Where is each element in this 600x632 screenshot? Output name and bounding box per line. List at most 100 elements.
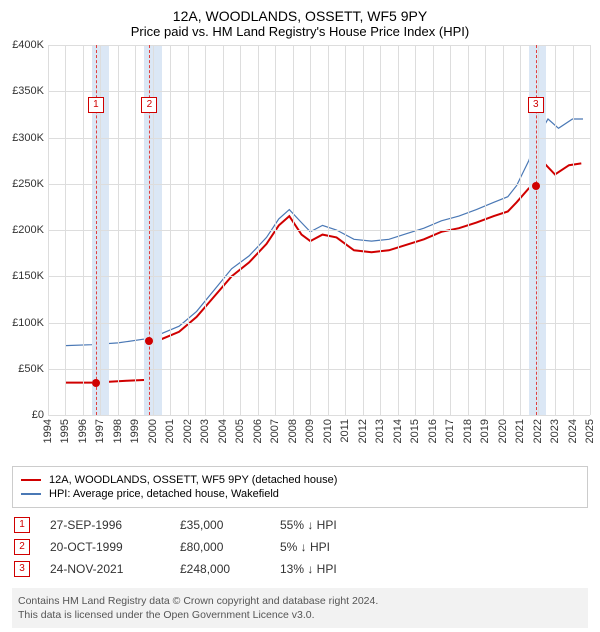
x-tick-label: 1994 <box>42 419 54 443</box>
legend-swatch <box>21 479 41 481</box>
marker-box: 1 <box>88 97 104 113</box>
h-gridline <box>48 369 590 370</box>
x-tick-label: 2006 <box>252 419 264 443</box>
legend-swatch <box>21 493 41 495</box>
v-gridline <box>520 45 521 415</box>
v-gridline <box>573 45 574 415</box>
v-gridline <box>450 45 451 415</box>
x-tick-label: 2008 <box>287 419 299 443</box>
event-marker-box: 2 <box>14 539 30 555</box>
event-price: £80,000 <box>180 540 260 554</box>
events-table: 127-SEP-1996£35,00055% ↓ HPI220-OCT-1999… <box>12 514 588 580</box>
v-gridline <box>380 45 381 415</box>
event-delta: 55% ↓ HPI <box>280 518 390 532</box>
v-gridline <box>398 45 399 415</box>
y-tick-label: £0 <box>2 409 44 421</box>
v-gridline <box>433 45 434 415</box>
x-tick-label: 2020 <box>497 419 509 443</box>
subtitle: Price paid vs. HM Land Registry's House … <box>0 24 600 45</box>
legend-label: HPI: Average price, detached house, Wake… <box>49 488 279 500</box>
v-gridline <box>83 45 84 415</box>
x-tick-label: 2023 <box>549 419 561 443</box>
x-tick-label: 1996 <box>77 419 89 443</box>
v-gridline <box>48 45 49 415</box>
v-gridline <box>205 45 206 415</box>
x-tick-label: 2013 <box>374 419 386 443</box>
x-tick-label: 2003 <box>199 419 211 443</box>
footer-line-2: This data is licensed under the Open Gov… <box>18 608 582 622</box>
v-gridline <box>468 45 469 415</box>
x-tick-label: 2017 <box>444 419 456 443</box>
v-gridline <box>293 45 294 415</box>
series-line <box>66 119 584 346</box>
y-tick-label: £200K <box>2 224 44 236</box>
event-date: 20-OCT-1999 <box>50 540 160 554</box>
event-delta: 5% ↓ HPI <box>280 540 390 554</box>
x-tick-label: 2014 <box>392 419 404 443</box>
h-gridline <box>48 276 590 277</box>
legend-row: HPI: Average price, detached house, Wake… <box>19 487 581 501</box>
v-gridline <box>65 45 66 415</box>
series-line <box>66 163 582 382</box>
x-tick-label: 2025 <box>584 419 596 443</box>
v-gridline <box>328 45 329 415</box>
x-tick-label: 2024 <box>567 419 579 443</box>
event-date: 24-NOV-2021 <box>50 562 160 576</box>
v-gridline <box>590 45 591 415</box>
h-gridline <box>48 230 590 231</box>
x-tick-label: 2009 <box>304 419 316 443</box>
h-gridline <box>48 184 590 185</box>
y-tick-label: £150K <box>2 270 44 282</box>
v-gridline <box>363 45 364 415</box>
title: 12A, WOODLANDS, OSSETT, WF5 9PY <box>0 0 600 24</box>
v-gridline <box>415 45 416 415</box>
footer-attribution: Contains HM Land Registry data © Crown c… <box>12 588 588 628</box>
x-tick-label: 2016 <box>427 419 439 443</box>
x-tick-label: 2004 <box>217 419 229 443</box>
x-tick-label: 1997 <box>94 419 106 443</box>
event-marker-box: 3 <box>14 561 30 577</box>
x-tick-label: 2005 <box>234 419 246 443</box>
x-tick-label: 2018 <box>462 419 474 443</box>
h-gridline <box>48 138 590 139</box>
event-delta: 13% ↓ HPI <box>280 562 390 576</box>
x-tick-label: 2001 <box>164 419 176 443</box>
v-gridline <box>170 45 171 415</box>
y-tick-label: £100K <box>2 317 44 329</box>
v-gridline <box>555 45 556 415</box>
event-row: 2 20-OCT-1999 £80,000 5% ↓ HPI <box>12 536 588 558</box>
v-gridline <box>118 45 119 415</box>
x-tick-label: 1999 <box>129 419 141 443</box>
v-gridline <box>275 45 276 415</box>
event-price: £248,000 <box>180 562 260 576</box>
event-price: £35,000 <box>180 518 260 532</box>
v-gridline <box>135 45 136 415</box>
y-tick-label: £350K <box>2 85 44 97</box>
x-tick-label: 2021 <box>514 419 526 443</box>
marker-dot <box>145 337 153 345</box>
x-tick-label: 2019 <box>479 419 491 443</box>
x-axis-ticks: 1994199519961997199819992000200120022003… <box>48 416 590 460</box>
event-row: 127-SEP-1996£35,00055% ↓ HPI <box>12 514 588 536</box>
v-gridline <box>485 45 486 415</box>
legend: 12A, WOODLANDS, OSSETT, WF5 9PY (detache… <box>12 466 588 508</box>
price-chart: £0£50K£100K£150K£200K£250K£300K£350K£400… <box>48 45 590 416</box>
marker-box: 3 <box>528 97 544 113</box>
x-tick-label: 2010 <box>322 419 334 443</box>
v-gridline <box>223 45 224 415</box>
v-gridline <box>310 45 311 415</box>
v-gridline <box>345 45 346 415</box>
x-tick-label: 1998 <box>112 419 124 443</box>
x-tick-label: 1995 <box>59 419 71 443</box>
y-tick-label: £250K <box>2 178 44 190</box>
legend-row: 12A, WOODLANDS, OSSETT, WF5 9PY (detache… <box>19 473 581 487</box>
h-gridline <box>48 323 590 324</box>
h-gridline <box>48 91 590 92</box>
marker-box: 2 <box>141 97 157 113</box>
v-gridline <box>503 45 504 415</box>
y-tick-label: £300K <box>2 132 44 144</box>
marker-dot <box>532 182 540 190</box>
h-gridline <box>48 45 590 46</box>
event-marker-box: 1 <box>14 517 30 533</box>
v-gridline <box>240 45 241 415</box>
